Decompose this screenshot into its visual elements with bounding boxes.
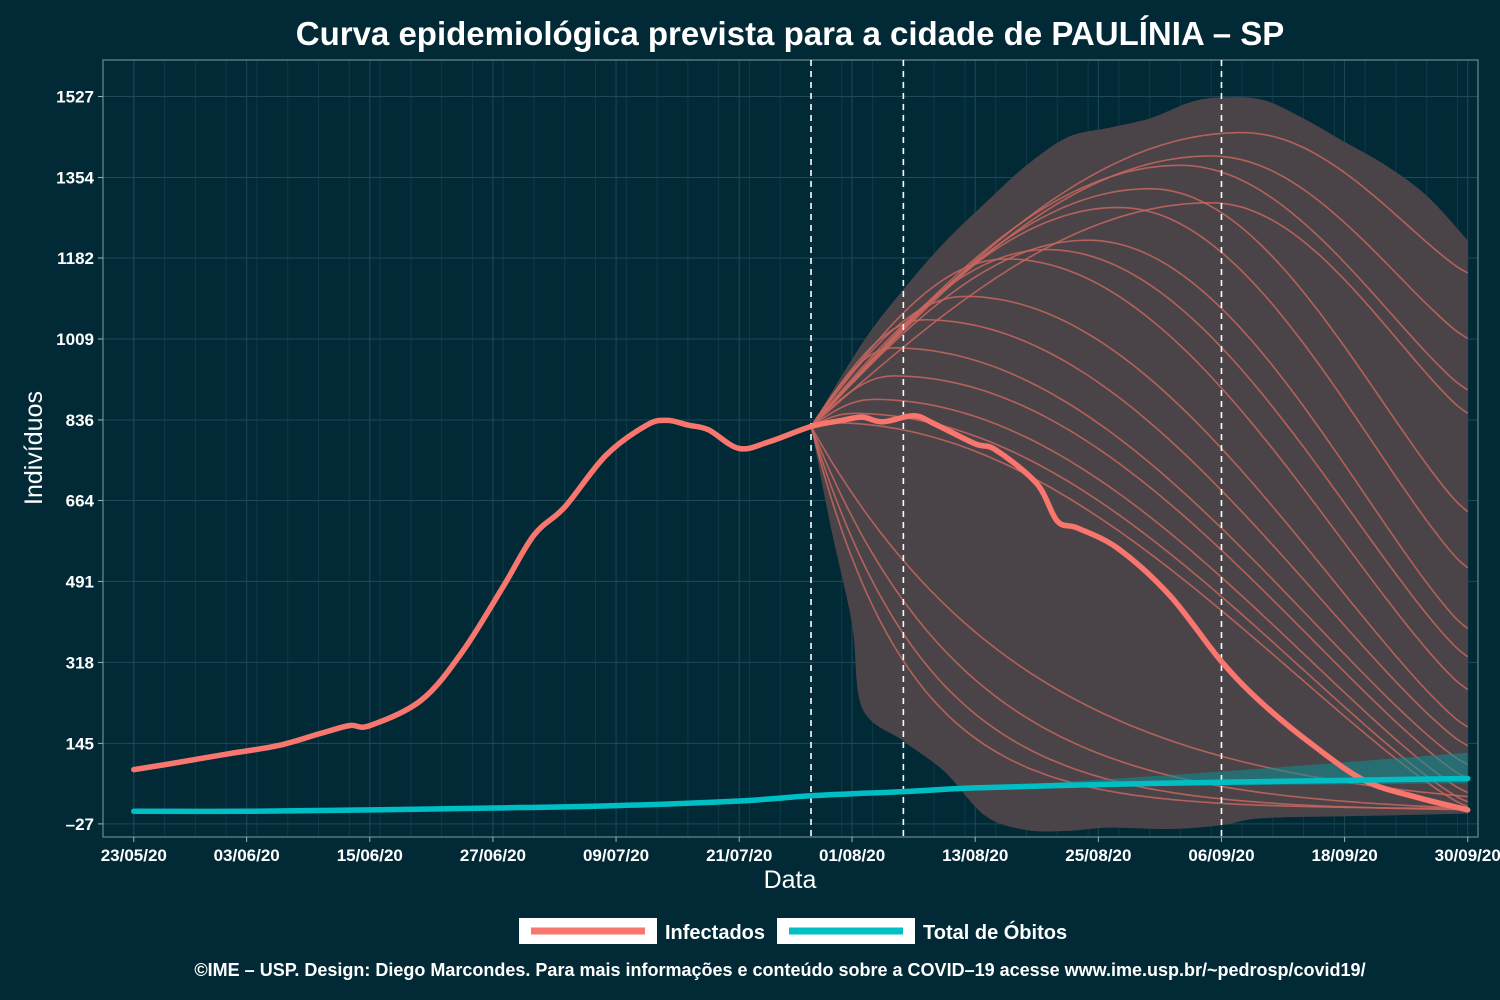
y-tick-label: 1182 (57, 249, 94, 268)
x-tick-label: 13/08/20 (942, 846, 1008, 865)
infected-scenario-line (810, 412, 1469, 803)
x-tick-label: 06/09/20 (1188, 846, 1254, 865)
deaths-series-line (131, 775, 1471, 815)
x-tick-label: 23/05/20 (101, 846, 167, 865)
infected-scenario-line (810, 201, 1469, 428)
x-tick-label: 03/06/20 (214, 846, 280, 865)
plot-area: –27 145 318 491 664 836 1009 1182 1354 1527 23/05/… (56, 59, 1500, 865)
plot-border (102, 59, 1479, 838)
legend: Infectados Total de Óbitos (519, 918, 1067, 944)
y-tick-label: 491 (66, 572, 94, 591)
infected-scenario-line (810, 375, 1469, 780)
x-axis-title: Data (764, 866, 817, 894)
chart-title: Curva epidemiológica prevista para a cid… (296, 15, 1285, 52)
y-tick-label: 836 (66, 411, 94, 430)
x-tick-label: 09/07/20 (583, 846, 649, 865)
infected-scenario-line (810, 131, 1469, 428)
y-tick-label: 1527 (56, 88, 94, 107)
infected-scenario-line (810, 239, 1469, 630)
y-axis-title: Indivíduos (20, 391, 48, 505)
y-tick-label: 318 (66, 653, 94, 672)
x-tick-label: 25/08/20 (1065, 846, 1131, 865)
x-tick-label: 15/06/20 (337, 846, 403, 865)
infected-scenario-line (810, 318, 1469, 747)
infected-scenario-line (810, 295, 1469, 728)
infected-scenario-line (810, 346, 1469, 766)
infected-scenario-line (810, 155, 1469, 428)
legend-label-infected: Infectados (665, 922, 765, 944)
x-tick-label: 27/06/20 (460, 846, 526, 865)
legend-label-deaths: Total de Óbitos (923, 920, 1067, 944)
y-tick-label: 664 (66, 491, 95, 510)
forecast-band (811, 97, 1468, 832)
y-tick-label: 1354 (56, 168, 94, 187)
x-tick-label: 30/09/20 (1435, 846, 1500, 865)
y-tick-label: 145 (66, 734, 94, 753)
y-tick-label: 1009 (56, 330, 94, 349)
infected-scenario-line (810, 258, 1469, 691)
infected-scenario-line (810, 426, 1468, 811)
infected-scenario-line (810, 248, 1469, 658)
x-tick-label: 21/07/20 (706, 846, 772, 865)
footer-credit: ©IME – USP. Design: Diego Marcondes. Par… (194, 960, 1365, 980)
infected-series-line (131, 412, 1471, 813)
x-tick-label: 18/09/20 (1312, 846, 1378, 865)
infected-scenario-line (810, 426, 1468, 809)
infected-scenario-line (810, 421, 1469, 808)
y-tick-label: –27 (66, 815, 94, 834)
infected-scenario-line (810, 398, 1469, 794)
x-tick-label: 01/08/20 (819, 846, 885, 865)
